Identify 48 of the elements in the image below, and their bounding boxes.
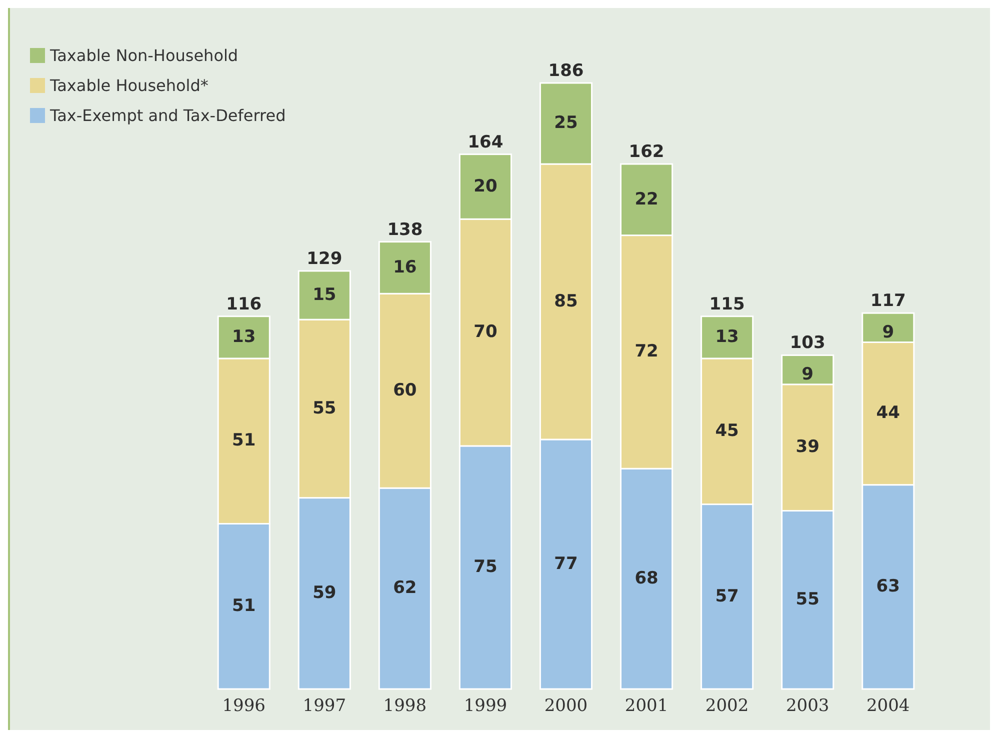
data-label: 25 (554, 113, 578, 134)
data-label: 20 (474, 176, 498, 196)
data-label: 39 (796, 437, 820, 458)
data-label: 9 (882, 322, 894, 342)
x-tick-label: 1998 (383, 696, 427, 716)
data-label: 22 (634, 189, 658, 210)
legend-label: Tax-Exempt and Tax-Deferred (49, 106, 286, 125)
total-label: 164 (468, 132, 504, 152)
legend-label: Taxable Non-Household (49, 46, 238, 65)
x-tick-label: 1999 (464, 696, 508, 716)
data-label: 51 (232, 430, 256, 451)
data-label: 55 (312, 398, 336, 418)
total-label: 117 (870, 291, 906, 312)
data-label: 51 (232, 596, 256, 616)
total-label: 115 (709, 294, 745, 314)
total-label: 129 (306, 248, 342, 269)
data-label: 13 (715, 327, 739, 348)
data-label: 77 (554, 554, 578, 574)
data-label: 60 (393, 380, 417, 401)
data-label: 13 (232, 327, 256, 348)
x-tick-label: 2002 (705, 696, 749, 716)
data-label: 70 (474, 322, 498, 342)
data-label: 68 (634, 568, 658, 588)
total-label: 162 (628, 142, 664, 162)
total-label: 138 (387, 220, 423, 240)
total-label: 103 (790, 333, 826, 354)
x-tick-label: 2003 (786, 696, 830, 716)
data-label: 55 (796, 590, 820, 610)
data-label: 75 (474, 557, 498, 578)
data-label: 15 (312, 284, 336, 305)
data-label: 9 (802, 364, 814, 384)
data-label: 85 (554, 291, 578, 312)
x-tick-label: 2004 (866, 696, 910, 716)
data-label: 44 (876, 403, 900, 424)
data-label: 57 (715, 586, 739, 606)
data-label: 45 (715, 421, 739, 442)
data-label: 59 (312, 583, 336, 604)
x-tick-label: 1997 (302, 696, 346, 716)
data-label: 63 (876, 576, 900, 597)
x-tick-label: 2000 (544, 696, 588, 716)
data-label: 16 (393, 257, 417, 278)
total-label: 116 (226, 294, 262, 314)
data-label: 62 (393, 578, 417, 598)
x-tick-label: 1996 (222, 696, 266, 716)
data-label: 72 (634, 342, 658, 362)
legend-label: Taxable Household* (49, 76, 208, 95)
x-tick-label: 2001 (624, 696, 668, 716)
total-label: 186 (548, 61, 584, 81)
